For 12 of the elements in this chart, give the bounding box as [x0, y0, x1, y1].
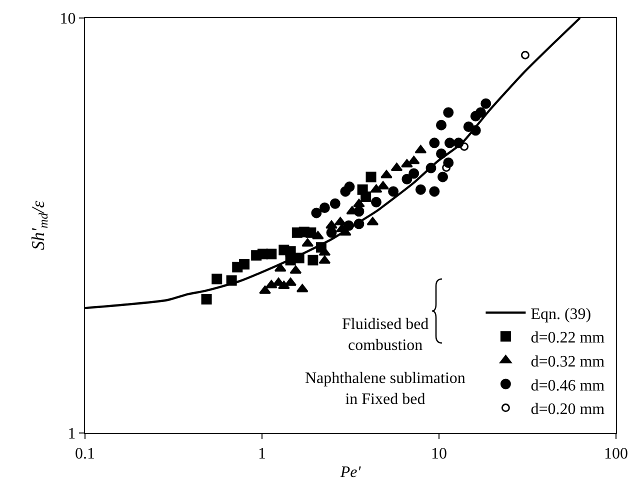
x-tick-label: 0.1 [75, 445, 95, 462]
x-tick-label: 10 [431, 445, 447, 462]
annotation: Naphthalene sublimation in Fixed bed [305, 370, 466, 408]
legend-label: d=0.22 mm [530, 330, 606, 347]
x-tick-label: 100 [604, 445, 628, 462]
annotation: Fluidised bed combustion [342, 316, 429, 354]
legend-label: Eqn. (39) [530, 306, 592, 323]
legend-label: d=0.32 mm [530, 353, 606, 370]
legend-label: d=0.20 mm [530, 401, 606, 418]
x-tick-label: 1 [258, 445, 266, 462]
legend-label: d=0.46 mm [530, 377, 606, 394]
x-axis-title: Pe' [339, 464, 362, 481]
